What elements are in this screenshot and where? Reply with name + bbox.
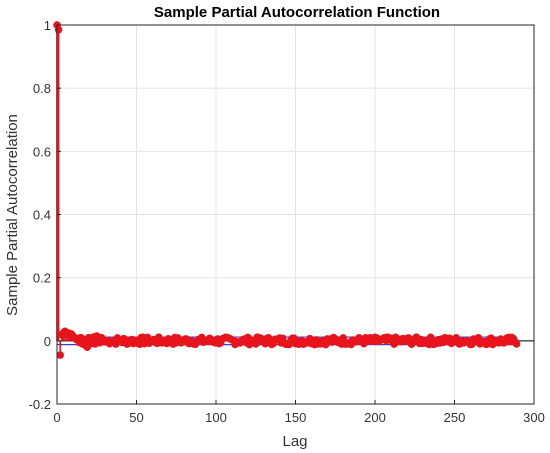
pacf-markers	[53, 21, 521, 359]
pacf-marker	[339, 334, 348, 342]
pacf-marker	[56, 351, 64, 359]
y-tick-label: 0	[44, 334, 51, 349]
x-tick-label: 250	[444, 410, 466, 425]
y-axis-label: Sample Partial Autocorrelation	[4, 114, 21, 316]
x-tick-label: 150	[285, 410, 307, 425]
y-tick-label: 1	[44, 18, 51, 33]
x-tick-label: 200	[364, 410, 386, 425]
x-tick-label: 300	[523, 410, 545, 425]
x-axis-label: Lag	[282, 433, 307, 450]
y-tick-label: -0.2	[29, 397, 51, 412]
pacf-marker	[54, 25, 63, 34]
y-tick-label: 0.2	[33, 271, 51, 286]
x-tick-label: 100	[205, 410, 227, 425]
x-tick-label: 50	[129, 410, 143, 425]
pacf-marker	[512, 340, 521, 348]
chart-title: Sample Partial Autocorrelation Function	[154, 4, 440, 21]
y-tick-label: 0.4	[33, 208, 51, 223]
x-tick-label: 0	[53, 410, 60, 425]
y-axis-ticks: -0.2 0 0.2 0.4 0.6 0.8 1	[29, 18, 61, 412]
y-tick-label: 0.8	[33, 81, 51, 96]
x-axis-ticks: 0 50 100 150 200 250 300	[53, 400, 545, 425]
y-tick-label: 0.6	[33, 144, 51, 159]
